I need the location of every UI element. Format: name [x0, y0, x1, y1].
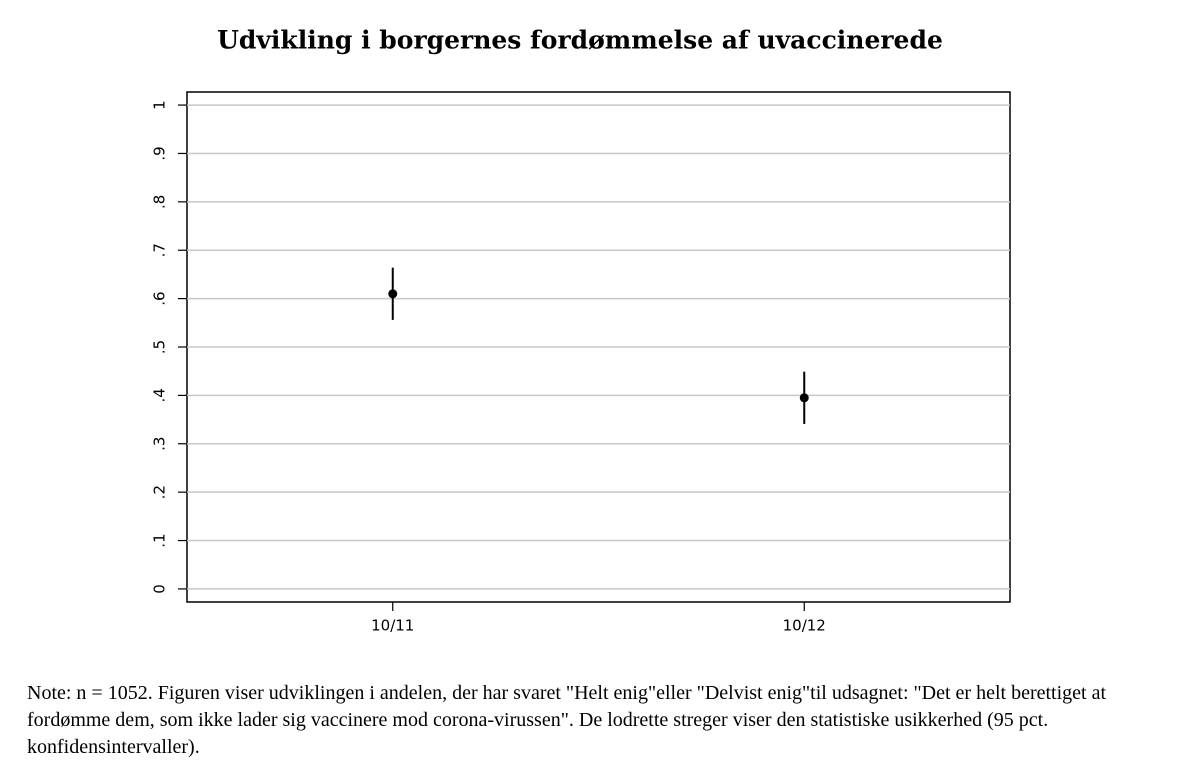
- note: Note: n = 1052. Figuren viser udviklinge…: [27, 682, 1107, 758]
- y-tick-label: .5: [151, 340, 169, 354]
- y-tick-label: 1: [151, 100, 169, 110]
- y-tick-label: .7: [151, 243, 169, 257]
- chart-title: Udvikling i borgernes fordømmelse af uva…: [217, 26, 943, 55]
- y-tick-label: .6: [151, 291, 169, 305]
- x-tick-label: 10/11: [371, 617, 414, 635]
- y-tick-label: .4: [151, 388, 169, 402]
- y-tick-label: .8: [151, 195, 169, 209]
- y-tick-label: 0: [151, 584, 169, 594]
- y-tick-label: .2: [151, 485, 169, 499]
- chart: Udvikling i borgernes fordømmelse af uva…: [151, 26, 1011, 635]
- point: [799, 393, 809, 403]
- x-tick-label: 10/12: [783, 617, 826, 635]
- y-tick-label: .3: [151, 437, 169, 451]
- y-tick-label: .9: [151, 146, 169, 160]
- y-tick-label: .1: [151, 533, 169, 547]
- point: [388, 289, 398, 299]
